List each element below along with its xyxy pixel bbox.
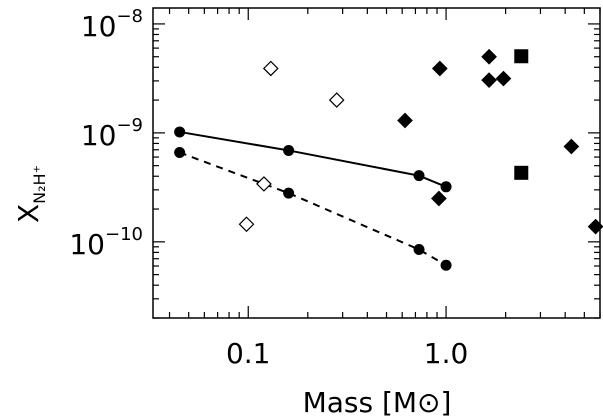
dashed-line — [179, 151, 447, 267]
y-tick-label: 10−10 — [69, 224, 143, 261]
data-point-filled-diamond — [431, 60, 448, 77]
y-tick-label: 10−8 — [81, 6, 143, 43]
data-point-filled-diamond — [431, 190, 447, 207]
data-point-filled-diamond — [495, 70, 512, 87]
data-point-circle — [413, 170, 425, 182]
series-3 — [238, 60, 345, 233]
data-series — [174, 48, 603, 271]
y-tick-base: 10 — [69, 228, 105, 261]
data-point-open-diamond — [262, 60, 279, 77]
solid-line — [179, 130, 447, 188]
data-point-circle — [440, 259, 452, 271]
data-point-circle — [174, 126, 186, 138]
data-point-circle — [283, 187, 295, 199]
y-tick-label: 10−9 — [81, 115, 143, 152]
data-point-circle — [283, 144, 295, 156]
series-5 — [514, 49, 529, 180]
data-point-circle — [440, 181, 452, 193]
data-point-filled-diamond — [481, 72, 497, 88]
data-point-open-diamond — [328, 92, 345, 108]
y-axis-label-main: X — [12, 204, 45, 223]
series-1 — [174, 126, 452, 193]
data-point-filled-diamond — [563, 138, 580, 155]
x-axis-label-text: Mass [M⊙] — [303, 386, 452, 419]
y-tick-exponent: −10 — [105, 224, 143, 245]
y-tick-exponent: −9 — [116, 115, 143, 136]
y-axis-label-subscript: N₂H⁺ — [30, 165, 49, 204]
data-point-filled-diamond — [481, 48, 497, 65]
data-point-square — [514, 165, 529, 180]
x-tick-label: 1.0 — [424, 337, 469, 370]
y-axis-label: XN₂H⁺ — [12, 165, 49, 223]
series-4 — [397, 48, 603, 235]
data-point-open-diamond — [238, 216, 255, 233]
data-point-square — [514, 49, 529, 64]
x-axis-label: Mass [M⊙] — [303, 386, 452, 419]
series-2 — [174, 147, 452, 271]
y-tick-base: 10 — [81, 10, 117, 43]
x-tick-label: 0.1 — [226, 337, 271, 370]
data-point-filled-diamond — [587, 218, 603, 235]
data-point-open-diamond — [256, 176, 272, 192]
data-point-circle — [174, 147, 186, 159]
data-point-filled-diamond — [397, 112, 413, 129]
x-axis: 0.1 1.0 — [168, 8, 601, 370]
y-tick-base: 10 — [81, 119, 117, 152]
plot-frame — [152, 7, 601, 319]
data-point-circle — [413, 244, 425, 256]
y-tick-exponent: −8 — [116, 6, 143, 27]
plot-border — [152, 7, 601, 319]
